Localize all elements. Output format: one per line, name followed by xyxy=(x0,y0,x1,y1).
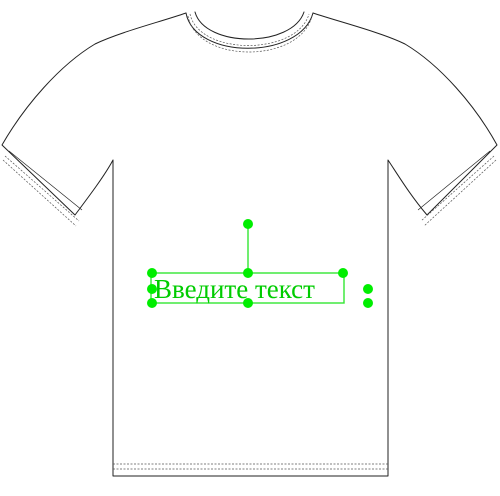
right-cuff-stitch-1 xyxy=(420,155,495,222)
resize-handle-bottom-left[interactable] xyxy=(147,298,157,308)
collar-outer xyxy=(185,12,314,49)
rotate-handle-icon[interactable] xyxy=(243,219,253,229)
collar-inner xyxy=(194,11,305,40)
menu-dot-1[interactable] xyxy=(363,284,373,294)
resize-handle-top-right[interactable] xyxy=(338,268,348,278)
right-cuff-line xyxy=(417,150,491,211)
text-object[interactable]: Введите текст xyxy=(147,219,373,308)
right-cuff-stitch-2 xyxy=(423,159,497,227)
left-cuff-stitch-1 xyxy=(4,155,80,222)
text-object-content[interactable]: Введите текст xyxy=(154,274,315,304)
resize-handle-top-left[interactable] xyxy=(147,268,157,278)
shirt-body-outline xyxy=(1,12,498,477)
vertical-dots-icon[interactable] xyxy=(363,284,373,308)
collar-stitch-1 xyxy=(189,13,310,46)
left-cuff-line xyxy=(8,150,83,211)
resize-handle-top-center[interactable] xyxy=(243,268,253,278)
resize-handle-middle-left[interactable] xyxy=(147,284,157,294)
menu-dot-2[interactable] xyxy=(363,298,373,308)
resize-handle-bottom-center[interactable] xyxy=(243,298,253,308)
collar-stitch-2 xyxy=(187,15,313,53)
left-cuff-stitch-2 xyxy=(2,159,77,227)
